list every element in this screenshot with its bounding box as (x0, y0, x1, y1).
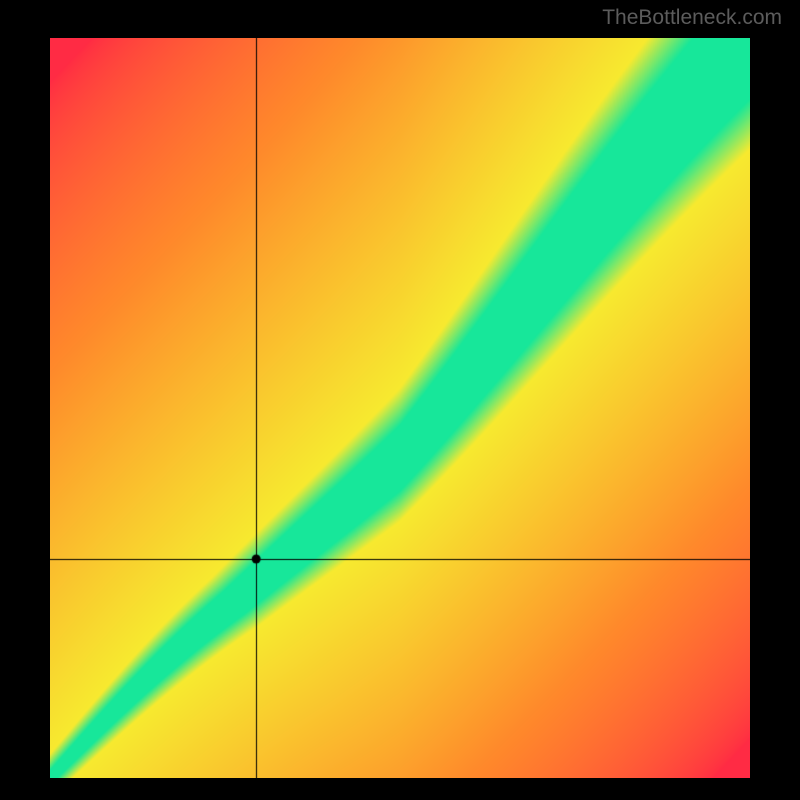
chart-container: TheBottleneck.com (0, 0, 800, 800)
watermark-text: TheBottleneck.com (602, 6, 782, 30)
heatmap-canvas (50, 38, 750, 778)
plot-area (50, 38, 750, 778)
